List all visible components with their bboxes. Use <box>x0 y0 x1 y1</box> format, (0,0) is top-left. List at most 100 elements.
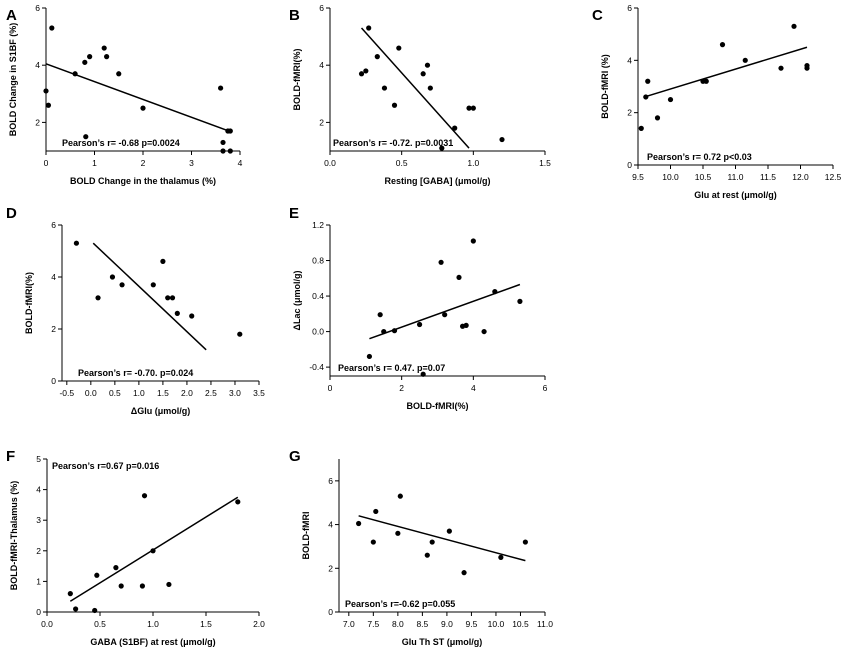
data-point <box>470 105 476 111</box>
y-tick-label: 2 <box>319 117 324 127</box>
data-point <box>49 25 55 31</box>
data-point <box>492 289 498 295</box>
x-tick-label: 7.0 <box>343 619 355 629</box>
data-point <box>439 145 445 151</box>
y-tick-label: 1.2 <box>312 220 324 230</box>
y-tick-label: 2 <box>627 108 632 118</box>
panel-f: F 0.0 0.5 1.0 1.5 2.0 0 1 2 3 4 5 GABA (S1BF) at res… <box>6 448 265 647</box>
y-tick-label: 0.4 <box>312 291 324 301</box>
regression-line <box>92 242 207 351</box>
x-axis-label: BOLD-fMRI(%) <box>407 401 469 411</box>
regression-line <box>358 515 526 562</box>
data-point <box>67 591 73 597</box>
data-point <box>470 238 476 244</box>
x-axis-label: Resting [GABA] (μmol/g) <box>385 176 491 186</box>
data-point <box>456 274 462 281</box>
y-tick-label: 6 <box>319 3 324 13</box>
data-point <box>119 282 125 288</box>
x-tick-label: 12.5 <box>825 172 842 182</box>
data-point <box>95 295 101 301</box>
data-point <box>140 105 146 111</box>
data-point <box>370 539 376 545</box>
y-tick-label: 4 <box>328 520 333 530</box>
data-point <box>118 583 124 589</box>
x-tick-label: 0 <box>328 383 333 393</box>
y-tick-label: 6 <box>51 220 56 230</box>
data-point <box>150 548 156 554</box>
data-point <box>373 508 379 515</box>
panel-e: E 0 2 4 6 -0.4 0.0 0.4 0.8 1.2 BOLD-fMRI(%) ΔLac (μ… <box>289 205 548 411</box>
x-tick-label: 4 <box>471 383 476 393</box>
data-point <box>366 25 372 31</box>
x-axis-label: ΔGlu (μmol/g) <box>131 406 190 416</box>
data-point <box>72 71 78 77</box>
panel-c: C 9.5 10.0 10.5 11.0 11.5 12.0 12.5 0 2 4 6 Glu at r… <box>592 3 842 200</box>
pearson-annotation: Pearson’s r= 0.72 p<0.03 <box>647 152 752 162</box>
data-point <box>719 42 726 48</box>
x-axis-label: Glu at rest (μmol/g) <box>694 190 777 200</box>
data-point <box>45 102 52 108</box>
x-tick-label: 10.5 <box>512 619 529 629</box>
data-point <box>43 88 49 94</box>
x-tick-label: 10.5 <box>695 172 712 182</box>
data-point <box>358 71 365 77</box>
x-tick-label: 10.0 <box>662 172 679 182</box>
data-point <box>424 552 430 558</box>
pearson-annotation: Pearson’s r= -0.68 p=0.0024 <box>62 138 180 148</box>
y-tick-label: 4 <box>319 60 324 70</box>
x-tick-label: 0.0 <box>85 388 97 398</box>
panel-a: A 0 1 2 3 4 2 4 6 BOLD Change in the thalamus (%)… <box>6 3 243 186</box>
y-tick-label: 0.8 <box>312 256 324 266</box>
y-axis-label: BOLD-fMRI <box>301 512 311 560</box>
data-point <box>109 274 116 280</box>
data-point <box>166 581 172 588</box>
y-tick-label: 5 <box>36 454 41 464</box>
x-tick-label: 7.5 <box>367 619 379 629</box>
x-tick-label: 1.0 <box>467 158 479 168</box>
y-tick-label: 3 <box>36 515 41 525</box>
data-point <box>703 78 709 84</box>
y-axis-label: BOLD Change in S1BF (%) <box>8 23 18 137</box>
data-point <box>87 54 93 60</box>
pearson-annotation: Pearson’s r= -0.70. p=0.024 <box>78 368 193 378</box>
x-tick-label: 8.5 <box>416 619 428 629</box>
data-point <box>381 85 388 91</box>
x-tick-label: 3 <box>189 158 194 168</box>
panel-letter: E <box>289 205 299 222</box>
x-tick-label: 11.0 <box>537 619 553 629</box>
data-point <box>381 328 387 335</box>
data-point <box>169 295 176 301</box>
x-tick-label: 0.0 <box>41 619 53 629</box>
y-tick-label: 2 <box>36 546 41 556</box>
data-point <box>220 139 226 146</box>
data-point <box>235 499 241 505</box>
x-tick-label: 10.0 <box>488 619 505 629</box>
data-point <box>442 312 448 318</box>
x-tick-label: 2 <box>399 383 404 393</box>
data-point <box>791 23 797 29</box>
x-tick-label: 9.5 <box>632 172 644 182</box>
y-tick-label: 6 <box>627 3 632 13</box>
y-axis-label: BOLD-fMRI-Thalamus (%) <box>9 481 19 591</box>
x-tick-label: 11.0 <box>728 172 744 182</box>
panel-d: D -0.5 0.0 0.5 1.0 1.5 2.0 2.5 3.0 3.5 0 2 4 6 ΔGlu (μ… <box>6 205 265 416</box>
data-point <box>463 322 469 328</box>
y-tick-label: 4 <box>36 485 41 495</box>
panel-letter: F <box>6 448 15 465</box>
data-point <box>189 313 195 319</box>
data-point <box>420 71 426 77</box>
x-tick-label: 1.0 <box>133 388 145 398</box>
panel-letter: D <box>6 205 17 222</box>
data-point <box>446 528 452 534</box>
y-axis-label: BOLD-fMRI (%) <box>600 54 610 119</box>
panel-letter: G <box>289 448 301 465</box>
x-tick-label: 2.0 <box>181 388 193 398</box>
data-point <box>517 298 523 304</box>
x-tick-label: 8.0 <box>392 619 404 629</box>
x-tick-label: 1.5 <box>539 158 551 168</box>
data-point <box>452 125 458 131</box>
panel-g: G 7.0 7.5 8.0 8.5 9.0 9.5 10.0 10.5 11.0 0 2 4 6 Glu T… <box>289 448 553 647</box>
data-point <box>424 62 431 68</box>
data-point <box>391 102 398 108</box>
x-tick-label: 1.5 <box>200 619 212 629</box>
